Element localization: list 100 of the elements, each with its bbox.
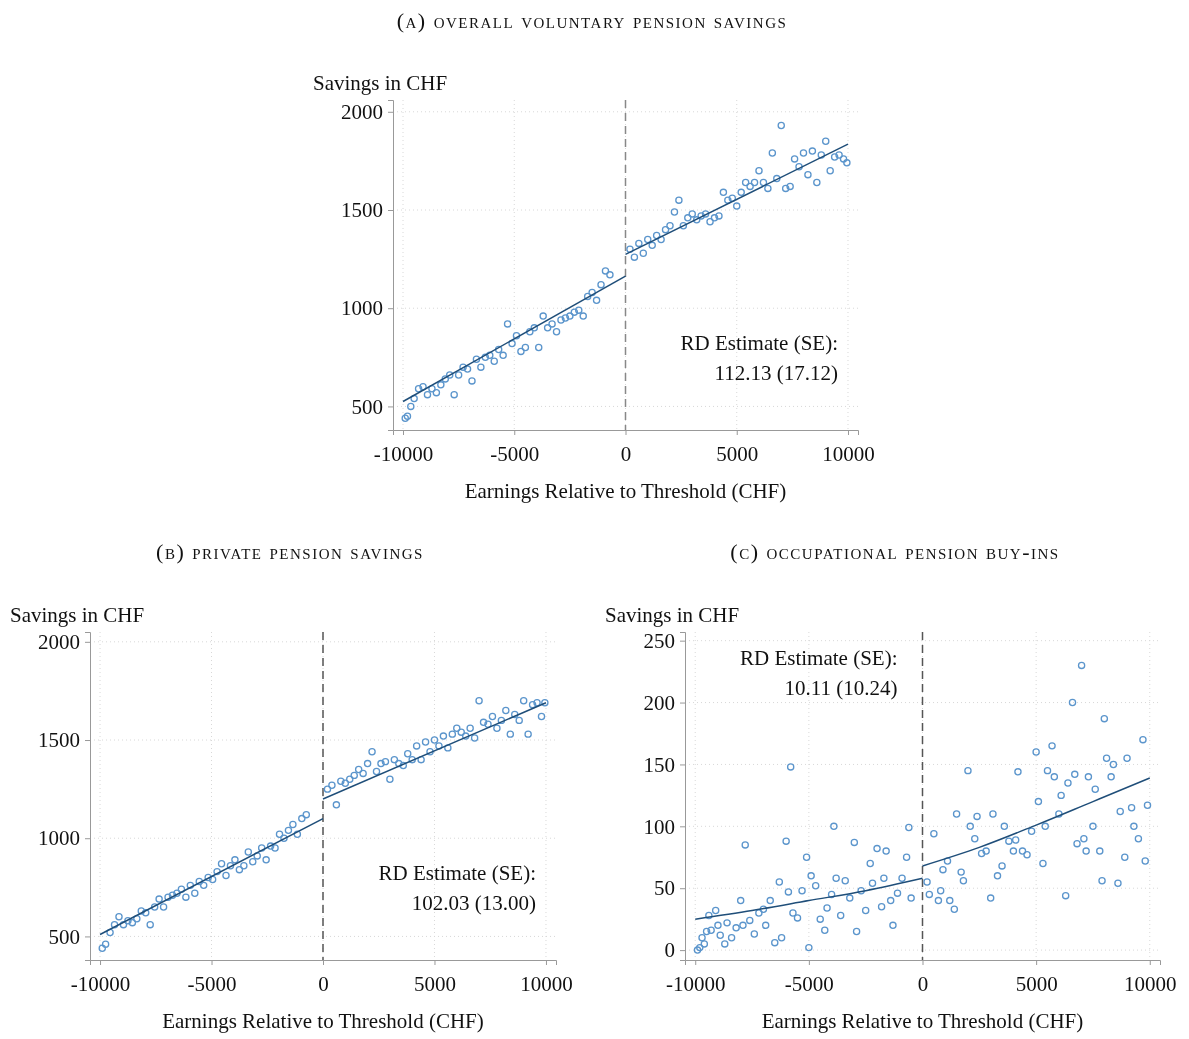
point (552, 328, 561, 336)
point (372, 767, 381, 776)
point (150, 903, 159, 911)
point (428, 385, 436, 393)
point (502, 706, 510, 715)
x-tick-label: -5000 (187, 972, 237, 997)
point (337, 777, 345, 785)
y-tick-label: 150 (643, 752, 675, 777)
point (195, 877, 203, 886)
point (368, 748, 376, 756)
point (173, 889, 181, 897)
point (506, 730, 515, 738)
y-tick-label: 200 (643, 690, 675, 715)
point (253, 852, 261, 860)
point (266, 842, 275, 850)
point (817, 151, 826, 159)
x-tick-label: 0 (917, 972, 929, 997)
point (528, 700, 537, 709)
point (477, 363, 485, 371)
point (724, 196, 732, 204)
point (475, 697, 483, 705)
point (323, 785, 332, 793)
point (697, 212, 705, 220)
point (737, 188, 745, 197)
y-tick-label: 2000 (340, 100, 383, 125)
point (670, 208, 679, 216)
point (381, 757, 390, 766)
point (346, 775, 354, 784)
point (799, 149, 808, 157)
point (822, 137, 830, 145)
x-axis-title: Earnings Relative to Threshold (CHF) (761, 1009, 1084, 1033)
point (524, 730, 532, 738)
point (719, 188, 728, 197)
point (284, 826, 293, 835)
point (408, 755, 416, 764)
y-tick-label: 1500 (37, 728, 80, 753)
point (417, 755, 425, 764)
x-tick-label: -10000 (70, 972, 131, 997)
point (101, 940, 110, 949)
point (626, 245, 634, 254)
point (688, 210, 696, 218)
y-tick-label: 1000 (340, 296, 383, 321)
point (421, 738, 430, 746)
point (341, 779, 350, 787)
point (652, 231, 661, 240)
point (407, 402, 415, 411)
point (561, 314, 570, 322)
annotation: 10.11 (10.24) (784, 676, 898, 700)
point (511, 710, 519, 719)
point (432, 388, 441, 397)
point (777, 121, 785, 130)
x-tick-label: 5000 (1015, 972, 1058, 997)
point (208, 875, 217, 884)
point (302, 810, 311, 819)
point (575, 306, 583, 314)
y-tick-label: 250 (643, 628, 675, 653)
point (768, 149, 777, 157)
point (601, 267, 610, 275)
point (579, 312, 587, 320)
point (146, 920, 154, 929)
point (484, 720, 492, 729)
point (450, 390, 458, 399)
point (493, 724, 501, 732)
point (419, 383, 427, 391)
point (746, 182, 754, 191)
point (530, 324, 539, 332)
point (461, 732, 470, 740)
point (795, 163, 803, 171)
point (759, 178, 768, 187)
annotation: RD Estimate (SE): (740, 646, 898, 670)
point (804, 170, 812, 179)
x-tick-label: -5000 (784, 972, 834, 997)
point (839, 155, 848, 163)
y-axis-title: Savings in CHF (313, 71, 448, 95)
point (470, 734, 479, 742)
point (128, 918, 137, 927)
point (359, 769, 367, 778)
point (494, 345, 503, 354)
point (481, 353, 490, 362)
x-tick-label: 10000 (822, 442, 875, 467)
y-tick-label: 500 (48, 924, 80, 949)
point (644, 235, 652, 244)
x-tick-label: 0 (318, 972, 329, 997)
point (548, 320, 556, 328)
point (843, 159, 851, 167)
point (226, 861, 235, 870)
point (497, 716, 506, 725)
y-tick-label: 2000 (37, 630, 80, 655)
point (240, 861, 248, 870)
point (350, 771, 358, 780)
point (439, 732, 448, 740)
y-tick-label: 50 (653, 876, 675, 901)
point (583, 292, 592, 301)
point (566, 312, 574, 320)
point (519, 697, 528, 705)
annotation: RD Estimate (SE): (680, 331, 838, 355)
point (534, 343, 543, 352)
point (124, 916, 132, 925)
annotation: 102.03 (13.00) (411, 891, 536, 915)
x-tick-label: 10000 (1124, 972, 1177, 997)
